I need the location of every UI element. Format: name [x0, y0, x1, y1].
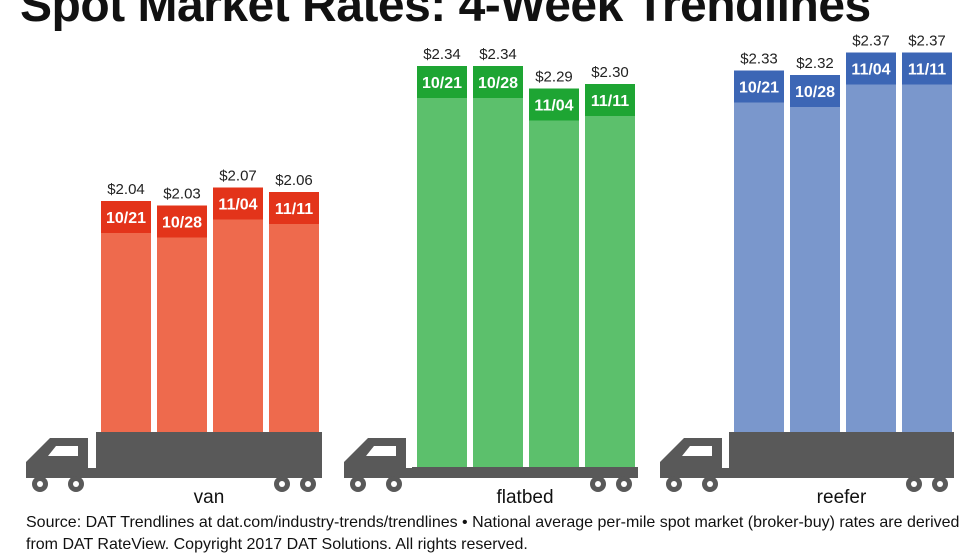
truck-wheel-hub-van-1: [37, 481, 43, 487]
truck-chassis-flatbed: [406, 468, 638, 478]
bar-flatbed-3: [529, 88, 579, 467]
truck-wheel-hub-reefer-1: [671, 481, 677, 487]
week-label-reefer-2: 10/28: [795, 84, 835, 101]
bar-cap-flatbed-1: [417, 66, 467, 98]
group-label-reefer: reefer: [817, 487, 867, 505]
bar-van-3: [213, 187, 263, 432]
week-label-van-1: 10/21: [106, 210, 146, 227]
group-label-flatbed: flatbed: [496, 487, 553, 505]
bar-cap-van-1: [101, 201, 151, 233]
week-label-reefer-4: 11/11: [908, 62, 946, 79]
bar-reefer-1: [734, 70, 784, 432]
bar-cap-van-4: [269, 192, 319, 224]
truck-cab-reefer: [660, 438, 722, 478]
bar-flatbed-1: [417, 66, 467, 467]
value-label-reefer-2: $2.32: [796, 55, 834, 72]
truck-cab-flatbed: [344, 438, 406, 478]
truck-wheel-hub-reefer-3: [911, 481, 917, 487]
source-note: Source: DAT Trendlines at dat.com/indust…: [26, 514, 960, 553]
week-label-van-3: 11/04: [218, 197, 257, 214]
truck-window-van: [48, 446, 78, 456]
truck-chassis-van: [88, 468, 322, 478]
bar-cap-reefer-2: [790, 75, 840, 107]
value-label-flatbed-1: $2.34: [423, 46, 461, 63]
week-label-flatbed-4: 11/11: [591, 93, 629, 110]
truck-wheel-hub-flatbed-3: [595, 481, 601, 487]
bar-flatbed-4: [585, 84, 635, 467]
truck-wheel-hub-reefer-4: [937, 481, 943, 487]
group-label-van: van: [194, 487, 225, 505]
value-label-van-2: $2.03: [163, 186, 201, 203]
value-label-reefer-3: $2.37: [852, 33, 890, 50]
week-label-van-2: 10/28: [162, 215, 202, 232]
truck-window-reefer: [682, 446, 712, 456]
week-label-flatbed-1: 10/21: [422, 75, 462, 92]
truck-wheel-hub-van-3: [279, 481, 285, 487]
week-label-flatbed-2: 10/28: [478, 75, 518, 92]
value-label-van-4: $2.06: [275, 172, 313, 189]
value-label-van-1: $2.04: [107, 181, 145, 198]
value-label-flatbed-3: $2.29: [535, 69, 573, 86]
truck-chassis-reefer: [722, 468, 954, 478]
value-label-flatbed-4: $2.30: [591, 64, 629, 81]
truck-wheel-hub-flatbed-4: [621, 481, 627, 487]
bar-reefer-2: [790, 75, 840, 432]
bar-reefer-3: [846, 52, 896, 432]
truck-wheel-hub-reefer-2: [707, 481, 713, 487]
bar-van-4: [269, 192, 319, 432]
bar-cap-reefer-3: [846, 52, 896, 85]
value-label-flatbed-2: $2.34: [479, 46, 517, 63]
truck-wheel-hub-flatbed-2: [391, 481, 397, 487]
value-label-van-3: $2.07: [219, 168, 257, 185]
bar-cap-reefer-4: [902, 52, 952, 85]
bar-van-1: [101, 201, 151, 432]
bar-cap-van-3: [213, 187, 263, 220]
bar-cap-flatbed-4: [585, 84, 635, 116]
value-label-reefer-4: $2.37: [908, 33, 946, 50]
truck-window-flatbed: [366, 446, 396, 456]
bar-cap-flatbed-2: [473, 66, 523, 98]
bar-reefer-4: [902, 52, 952, 432]
bar-cap-reefer-1: [734, 70, 784, 103]
bar-cap-van-2: [157, 205, 207, 238]
truck-wheel-hub-van-4: [305, 481, 311, 487]
week-label-reefer-1: 10/21: [739, 80, 779, 97]
week-label-van-4: 11/11: [275, 201, 313, 218]
week-label-reefer-3: 11/04: [851, 62, 890, 79]
value-label-reefer-1: $2.33: [740, 51, 778, 68]
spot-rates-chart: 10/21 $2.04 10/28 $2.03 11/04 $2.07 11/11 $2.06…: [26, 33, 954, 505]
week-label-flatbed-3: 11/04: [534, 98, 573, 115]
bar-van-2: [157, 205, 207, 432]
chart-title: Spot Market Rates: 4-Week Trendlines: [20, 0, 871, 32]
truck-wheel-hub-van-2: [73, 481, 79, 487]
truck-wheel-hub-flatbed-1: [355, 481, 361, 487]
truck-cab-van: [26, 438, 88, 478]
bar-flatbed-2: [473, 66, 523, 467]
bar-cap-flatbed-3: [529, 88, 579, 121]
